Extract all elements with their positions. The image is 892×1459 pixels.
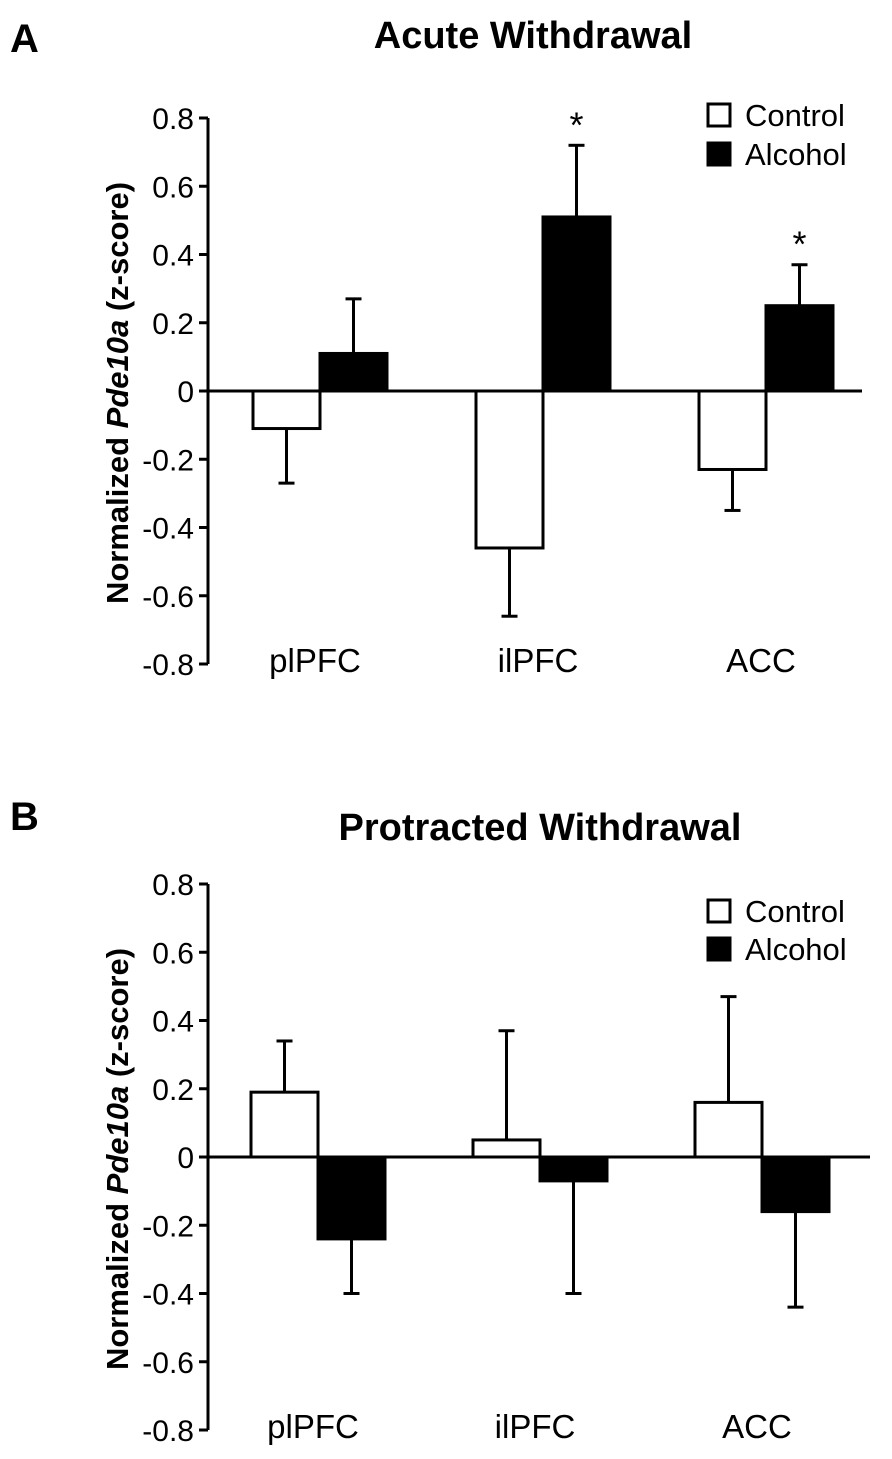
y-tick-label: 0.8 xyxy=(152,103,194,136)
category-label-plpfc: plPFC xyxy=(267,1408,359,1445)
legend-label-alcohol: Alcohol xyxy=(745,137,847,172)
y-tick-label: 0 xyxy=(177,1142,194,1175)
y-tick-label: -0.2 xyxy=(142,444,194,477)
y-tick-label: -0.8 xyxy=(142,1415,194,1448)
y-axis-label: Normalized Pde10a (z-score) xyxy=(100,948,135,1370)
chart-title: Acute Withdrawal xyxy=(374,15,692,57)
y-tick-label: -0.8 xyxy=(142,649,194,682)
y-axis-label-suffix: (z-score) xyxy=(100,182,135,320)
bar-alcohol-plpfc xyxy=(316,1155,387,1241)
bar-control-plpfc xyxy=(249,1090,320,1159)
bar-control-plpfc xyxy=(251,389,322,431)
bar-control-ilpfc xyxy=(471,1138,542,1159)
bar-control-acc xyxy=(697,389,768,471)
chart-title: Protracted Withdrawal xyxy=(339,807,742,849)
category-label-ilpfc: ilPFC xyxy=(498,642,579,679)
chart-panel-b: B Protracted Withdrawal 0.8 0.6 0.4 0.2 0 -0.2 -… xyxy=(10,795,870,1448)
legend-swatch-control xyxy=(706,898,732,924)
y-tick-label: -0.4 xyxy=(142,513,194,546)
y-axis-label-suffix: (z-score) xyxy=(100,948,135,1086)
chart-panel-a: A Acute Withdrawal 0.8 0.6 0.4 0.2 0 -0.2 -0.4 -0… xyxy=(10,15,862,682)
y-tick-label: 0 xyxy=(177,376,194,409)
y-tick-label: 0.4 xyxy=(152,240,194,273)
category-label-plpfc: plPFC xyxy=(269,642,361,679)
y-tick-label: -0.2 xyxy=(142,1210,194,1243)
bar-alcohol-ilpfc xyxy=(541,215,612,393)
legend-label-control: Control xyxy=(745,894,845,929)
category-label-acc: ACC xyxy=(722,1408,792,1445)
bar-alcohol-acc xyxy=(764,304,835,393)
legend-swatch-alcohol xyxy=(706,936,732,962)
y-tick-label: -0.6 xyxy=(142,581,194,614)
legend-label-control: Control xyxy=(745,98,845,133)
y-axis-label-prefix: Normalized xyxy=(100,1194,135,1370)
y-tick-label: 0.6 xyxy=(152,171,194,204)
bar-alcohol-acc xyxy=(760,1155,831,1214)
bar-control-ilpfc xyxy=(474,389,545,550)
y-tick-label: 0.4 xyxy=(152,1006,194,1039)
y-tick-label: 0.2 xyxy=(152,1074,194,1107)
bar-alcohol-plpfc xyxy=(318,351,389,393)
y-tick-label: -0.4 xyxy=(142,1279,194,1312)
legend-swatch-alcohol xyxy=(706,141,732,167)
y-axis-label-gene: Pde10a xyxy=(100,320,135,429)
significance-marker: * xyxy=(792,224,806,265)
legend-label-alcohol: Alcohol xyxy=(745,932,847,967)
y-axis-label-gene: Pde10a xyxy=(100,1086,135,1195)
y-axis-label-prefix: Normalized xyxy=(100,428,135,604)
legend-swatch-control xyxy=(706,102,732,128)
category-label-acc: ACC xyxy=(726,642,796,679)
category-label-ilpfc: ilPFC xyxy=(495,1408,576,1445)
y-tick-label: -0.6 xyxy=(142,1347,194,1380)
y-tick-label: 0.8 xyxy=(152,869,194,902)
bar-control-acc xyxy=(693,1100,764,1159)
y-tick-label: 0.6 xyxy=(152,937,194,970)
y-axis-label: Normalized Pde10a (z-score) xyxy=(100,182,135,604)
bar-alcohol-ilpfc xyxy=(538,1155,609,1183)
significance-marker: * xyxy=(569,104,583,145)
panel-letter: A xyxy=(10,17,39,61)
y-tick-label: 0.2 xyxy=(152,308,194,341)
panel-letter: B xyxy=(10,795,39,839)
